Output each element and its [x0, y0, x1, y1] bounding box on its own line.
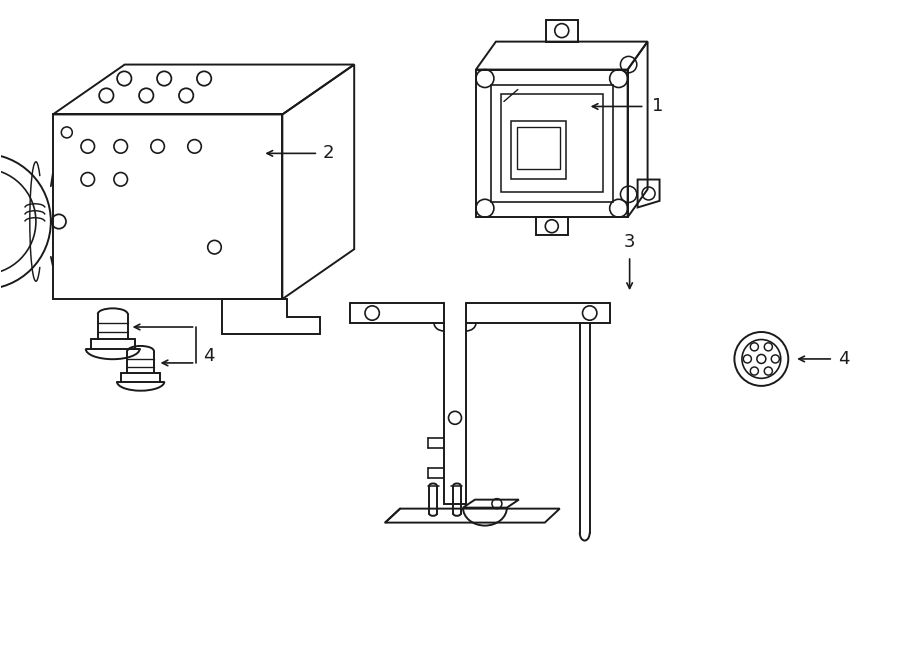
Text: 1: 1 [652, 97, 663, 116]
Text: 2: 2 [322, 144, 334, 163]
Text: 3: 3 [624, 233, 635, 251]
Text: 4: 4 [838, 350, 850, 368]
Text: 4: 4 [203, 347, 215, 365]
